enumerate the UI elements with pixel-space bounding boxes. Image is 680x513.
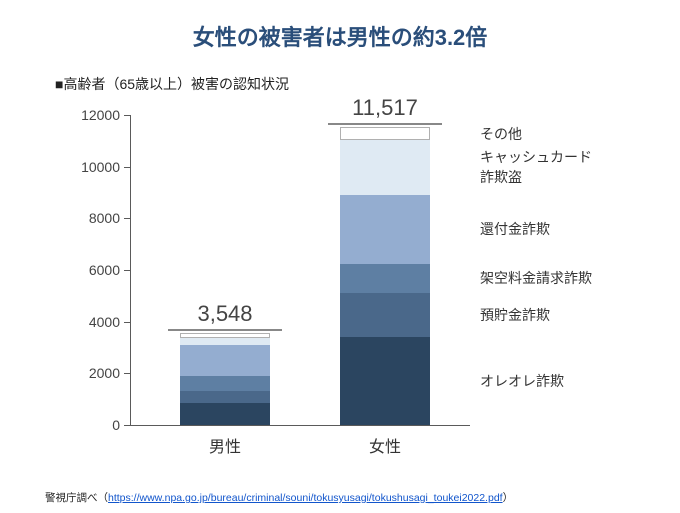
source-citation: 警視庁調べ（https://www.npa.go.jp/bureau/crimi…	[45, 490, 513, 505]
y-tick-mark	[124, 322, 130, 323]
bar-total-underline	[168, 329, 282, 331]
plot-area	[130, 115, 470, 425]
y-tick-mark	[124, 270, 130, 271]
y-tick-mark	[124, 373, 130, 374]
chart-area: 0 2000 4000 6000 8000 10000 12000 男性 3,548 女性 オレオレ…	[60, 105, 620, 465]
y-tick-mark	[124, 218, 130, 219]
y-tick-mark	[124, 115, 130, 116]
y-tick-label: 0	[60, 417, 120, 433]
segment-kanpukin	[180, 345, 270, 376]
category-label: 女性	[369, 433, 401, 457]
y-tick-label: 6000	[60, 262, 120, 278]
bar-total-label: 3,548	[197, 301, 252, 327]
y-tick-label: 4000	[60, 314, 120, 330]
segment-kakuu	[180, 376, 270, 392]
bar-total-underline	[328, 123, 442, 125]
y-tick-mark	[124, 167, 130, 168]
legend-label-kanpukin: 還付金詐欺	[480, 219, 550, 239]
segment-other	[340, 127, 430, 139]
legend-label-cashcard: キャッシュカード 詐欺盗	[480, 147, 592, 187]
category-label: 男性	[209, 433, 241, 457]
legend-label-oreore: オレオレ詐欺	[480, 371, 564, 391]
source-link[interactable]: https://www.npa.go.jp/bureau/criminal/so…	[108, 492, 503, 504]
segment-kakuu	[340, 264, 430, 294]
y-tick-label: 10000	[60, 159, 120, 175]
segment-oreore	[180, 403, 270, 425]
segment-other	[180, 333, 270, 338]
source-prefix: 警視庁調べ（	[45, 492, 108, 504]
segment-oreore	[340, 337, 430, 425]
source-suffix: ）	[503, 492, 514, 504]
legend-label-other: その他	[480, 124, 522, 144]
legend-label-yochokin: 預貯金詐欺	[480, 305, 550, 325]
x-axis	[130, 425, 470, 426]
y-tick-label: 2000	[60, 365, 120, 381]
bar-total-label: 11,517	[352, 95, 418, 121]
segment-cashcard	[180, 338, 270, 344]
legend-label-kakuu: 架空料金請求詐欺	[480, 268, 592, 288]
segment-kanpukin	[340, 195, 430, 263]
y-tick-mark	[124, 425, 130, 426]
chart-subtitle: ■高齢者（65歳以上）被害の認知状況	[0, 52, 680, 94]
segment-cashcard	[340, 140, 430, 196]
y-tick-label: 8000	[60, 210, 120, 226]
segment-yochokin	[340, 293, 430, 337]
segment-yochokin	[180, 391, 270, 403]
y-tick-label: 12000	[60, 107, 120, 123]
chart-title: 女性の被害者は男性の約3.2倍	[0, 0, 680, 52]
